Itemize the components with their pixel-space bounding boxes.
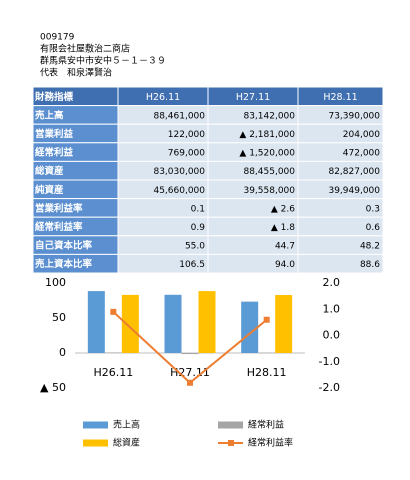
- y-tick-label: 0: [59, 346, 66, 359]
- table-cell: [297, 253, 384, 274]
- company: 有限会社屋敷治二商店: [40, 43, 130, 55]
- data-cell: ▲ 1.8: [271, 223, 295, 233]
- y-tick-label: ▲ 50: [40, 381, 66, 394]
- data-cell: 88,461,000: [153, 111, 205, 121]
- header-cell: 純資産: [35, 184, 64, 196]
- data-cell: 106.5: [179, 260, 205, 270]
- data-cell: 204,000: [343, 130, 380, 140]
- header-cell: 営業利益: [35, 128, 74, 140]
- header-cell: 財務指標: [34, 91, 74, 103]
- data-cell: ▲ 2,181,000: [239, 130, 295, 140]
- data-cell: 73,390,000: [328, 111, 380, 121]
- data-cell: 88,455,000: [243, 167, 295, 177]
- data-cell: 0.6: [366, 223, 381, 233]
- representative: 代表 和泉澤賢治: [40, 67, 112, 79]
- legend-label: 経常利益: [248, 419, 284, 431]
- legend-swatch: [218, 421, 243, 429]
- header-cell: H28.11: [323, 92, 357, 103]
- x-tick-label: H26.11: [93, 366, 133, 379]
- bar: [181, 353, 199, 355]
- data-cell: 122,000: [168, 130, 205, 140]
- header-cell: 自己資本比率: [35, 240, 93, 252]
- line-marker: [263, 316, 270, 323]
- bar: [121, 294, 139, 353]
- bar: [275, 295, 293, 353]
- bar: [87, 291, 105, 353]
- data-cell: 82,827,000: [328, 167, 380, 177]
- header-cell: 売上資本比率: [35, 258, 93, 270]
- data-cell: 44.7: [275, 242, 295, 252]
- code: 009179: [40, 33, 75, 43]
- y-tick-label: 100: [45, 276, 66, 289]
- data-cell: ▲ 2.6: [271, 204, 295, 214]
- legend-swatch: [228, 440, 234, 446]
- legend-label: 売上高: [113, 419, 140, 431]
- data-cell: 94.0: [275, 260, 295, 270]
- address: 群馬県安中市安中５－１－３９: [40, 55, 166, 67]
- y2-tick-label: -2.0: [319, 381, 340, 394]
- data-cell: 83,142,000: [243, 111, 295, 121]
- data-cell: 88.6: [360, 260, 380, 270]
- data-cell: 55.0: [185, 242, 205, 252]
- data-cell: 0.1: [191, 204, 205, 214]
- y2-tick-label: -1.0: [319, 355, 340, 368]
- data-cell: ▲ 1,520,000: [239, 149, 295, 159]
- header-cell: 総資産: [35, 165, 64, 177]
- y2-tick-label: 1.0: [323, 302, 341, 315]
- bar: [198, 291, 216, 353]
- x-tick-label: H28.11: [247, 366, 287, 379]
- header-cell: 経常利益率: [35, 221, 83, 233]
- header-cell: 経常利益: [35, 147, 74, 159]
- line-marker: [187, 379, 193, 386]
- y2-tick-label: 0.0: [323, 329, 341, 342]
- header-cell: H26.11: [146, 92, 180, 103]
- data-cell: 39,949,000: [328, 186, 380, 196]
- header-cell: H27.11: [236, 92, 270, 103]
- bar: [241, 301, 259, 353]
- y-tick-label: 50: [52, 311, 66, 324]
- data-cell: 83,030,000: [153, 167, 205, 177]
- header-cell: 売上高: [35, 109, 64, 121]
- bar: [104, 352, 122, 353]
- bar: [258, 352, 276, 354]
- data-cell: 0.9: [191, 223, 206, 233]
- legend-swatch: [83, 439, 108, 447]
- data-cell: 39,558,000: [243, 186, 295, 196]
- bar: [164, 294, 182, 353]
- legend-label: 経常利益率: [248, 437, 293, 449]
- data-cell: 0.3: [366, 204, 380, 214]
- y2-tick-label: 2.0: [323, 276, 341, 289]
- data-cell: 769,000: [168, 149, 205, 159]
- line-marker: [110, 308, 117, 315]
- data-cell: 48.2: [360, 242, 380, 252]
- data-cell: 45,660,000: [153, 186, 205, 196]
- header-cell: 営業利益率: [35, 202, 83, 214]
- data-cell: 472,000: [343, 149, 380, 159]
- legend-swatch: [83, 421, 108, 429]
- legend-label: 総資産: [113, 437, 140, 449]
